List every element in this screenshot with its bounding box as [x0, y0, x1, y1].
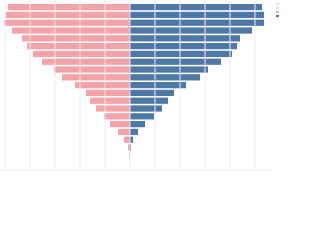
bar: [130, 35, 240, 42]
bar: [6, 11, 130, 19]
bar: [130, 89, 174, 97]
bar: [130, 74, 200, 81]
bar: [130, 105, 162, 112]
bar: [27, 43, 130, 50]
bar: [4, 19, 130, 26]
bar: [130, 113, 154, 120]
bar: [104, 113, 130, 120]
bar: [96, 105, 130, 112]
bar: [42, 58, 130, 65]
bar: [75, 82, 130, 89]
bar: [130, 43, 237, 50]
bar: [130, 4, 262, 11]
bar: [130, 82, 186, 89]
bar: [130, 66, 208, 73]
legend-swatch: [276, 15, 279, 17]
bar: [54, 66, 130, 73]
bar: [130, 27, 252, 34]
bar: [130, 58, 221, 65]
chart: [0, 0, 279, 171]
legend-swatch: [276, 3, 279, 5]
bar: [62, 74, 130, 81]
bar: [124, 136, 130, 143]
legend: [276, 3, 279, 17]
bar: [130, 19, 264, 26]
bar: [130, 97, 168, 104]
bar: [130, 50, 232, 58]
bar: [22, 35, 130, 42]
bar: [130, 121, 145, 128]
bar: [12, 27, 130, 34]
bar: [130, 11, 264, 19]
bar: [8, 4, 130, 11]
legend-swatch: [276, 11, 279, 13]
legend-swatch: [276, 7, 279, 9]
bar: [86, 89, 130, 97]
bar: [130, 128, 138, 136]
bar: [118, 128, 130, 136]
bar: [128, 144, 130, 151]
bar: [90, 97, 130, 104]
bar: [110, 121, 130, 128]
bar: [130, 136, 133, 143]
page: (() => { const data = JSON.parse(documen…: [0, 0, 279, 171]
bar: [33, 50, 130, 58]
